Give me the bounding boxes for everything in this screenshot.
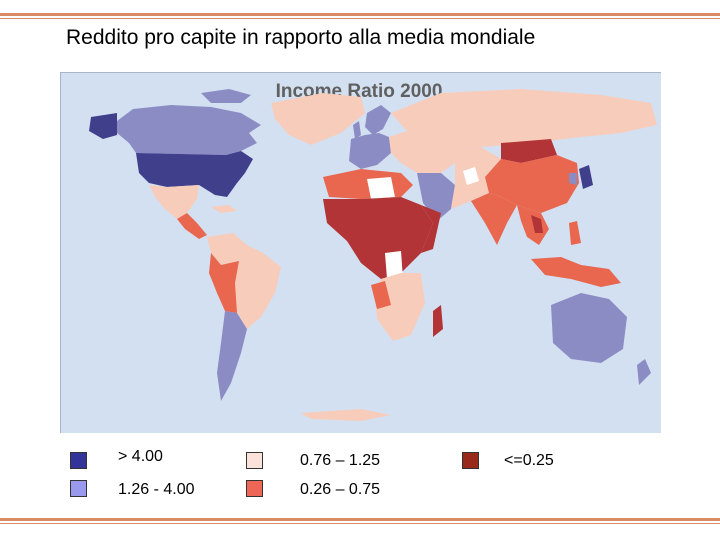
region-afghanistan bbox=[463, 167, 479, 185]
region-argentina-chile bbox=[217, 311, 247, 401]
legend-label-low: 0.26 – 0.75 bbox=[300, 481, 381, 498]
region-western-europe bbox=[349, 133, 391, 169]
world-map: Income Ratio 2000 bbox=[60, 72, 661, 433]
legend-label-very-low: <=0.25 bbox=[504, 452, 554, 469]
legend-item-high bbox=[70, 480, 87, 497]
top-rule bbox=[0, 13, 720, 16]
region-korea bbox=[569, 173, 577, 185]
legend-label-very-high: > 4.00 bbox=[118, 448, 163, 465]
slide-title: Reddito pro capite in rapporto alla medi… bbox=[66, 26, 536, 49]
bottom-rule bbox=[0, 518, 720, 521]
region-china bbox=[485, 155, 579, 213]
legend-label-middle: 0.76 – 1.25 bbox=[300, 452, 381, 469]
region-mexico bbox=[149, 185, 199, 219]
region-new-zealand bbox=[637, 359, 651, 385]
legend-item-low bbox=[246, 480, 263, 497]
legend-swatch-very-low bbox=[462, 452, 479, 469]
region-eastern-europe bbox=[389, 131, 413, 163]
region-angola bbox=[371, 281, 391, 309]
region-sub-saharan-africa bbox=[323, 197, 433, 279]
region-australia bbox=[551, 293, 627, 363]
region-indonesia bbox=[531, 257, 621, 287]
region-alaska bbox=[89, 113, 117, 139]
region-east-africa bbox=[421, 205, 441, 253]
top-rule-thin bbox=[0, 18, 720, 19]
legend-swatch-middle bbox=[246, 452, 263, 469]
region-turkey bbox=[401, 149, 455, 173]
region-south-islands bbox=[301, 409, 391, 421]
bottom-rule-thin bbox=[0, 523, 720, 524]
region-usa bbox=[136, 151, 253, 197]
legend-item-middle bbox=[246, 452, 263, 469]
region-central-asia bbox=[441, 147, 501, 179]
region-canada bbox=[117, 105, 261, 155]
region-uk bbox=[353, 121, 361, 139]
region-caribbean bbox=[211, 205, 237, 213]
region-scandinavia bbox=[365, 105, 391, 135]
region-arabia bbox=[417, 173, 455, 221]
region-brazil bbox=[235, 245, 281, 329]
region-laos-cambodia bbox=[531, 215, 543, 233]
region-japan bbox=[579, 165, 593, 189]
legend-label-high: 1.26 - 4.00 bbox=[118, 481, 195, 498]
region-iran bbox=[451, 163, 489, 209]
region-russia bbox=[391, 89, 657, 149]
region-central-africa-nodata bbox=[385, 251, 403, 279]
region-india bbox=[471, 193, 517, 245]
region-southern-africa bbox=[375, 273, 425, 341]
region-madagascar bbox=[433, 305, 443, 337]
legend-swatch-very-high bbox=[70, 452, 87, 469]
region-western-sahara-nodata bbox=[367, 177, 395, 199]
region-southeast-asia bbox=[517, 205, 549, 245]
region-canada-islands bbox=[201, 89, 251, 103]
region-colombia-venezuela bbox=[207, 233, 247, 265]
region-peru-bolivia bbox=[209, 253, 239, 313]
world-map-svg: Income Ratio 2000 bbox=[61, 73, 661, 433]
legend-item-very-low bbox=[462, 452, 479, 469]
legend-item-very-high bbox=[70, 452, 87, 469]
region-central-america bbox=[177, 213, 207, 239]
legend-swatch-high bbox=[70, 480, 87, 497]
region-greenland bbox=[271, 93, 365, 145]
legend-swatch-low bbox=[246, 480, 263, 497]
region-mongolia bbox=[501, 139, 557, 163]
region-philippines bbox=[569, 221, 581, 245]
